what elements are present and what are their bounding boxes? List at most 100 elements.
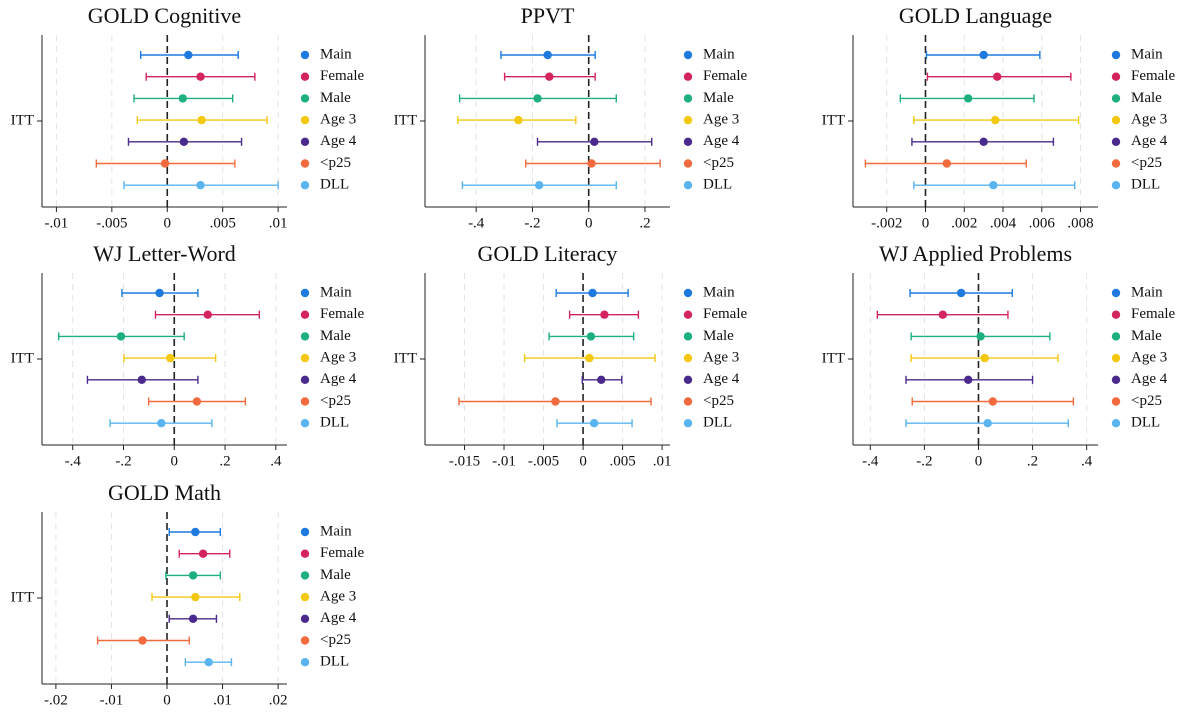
legend-marker <box>300 614 310 623</box>
point <box>586 332 596 341</box>
legend-marker <box>683 159 693 168</box>
legend-marker <box>683 137 693 146</box>
x-tick-label: 0 <box>585 215 593 231</box>
chart-title: WJ Letter-Word <box>93 241 236 266</box>
legend-label: Age 4 <box>1131 133 1168 149</box>
legend-label: <p25 <box>320 632 351 648</box>
y-tick-label: ITT <box>822 350 845 366</box>
point <box>178 94 187 103</box>
point <box>588 288 597 298</box>
x-tick-label: .01 <box>269 215 288 231</box>
legend-marker <box>300 592 310 602</box>
legend-marker <box>300 159 310 168</box>
legend-marker <box>300 50 310 60</box>
legend-marker <box>1111 181 1121 190</box>
legend-marker <box>1111 397 1121 406</box>
legend-marker <box>300 137 310 146</box>
legend-marker <box>683 94 693 103</box>
legend-marker <box>1111 419 1121 428</box>
point <box>155 288 164 298</box>
legend-label: Male <box>320 90 351 106</box>
point <box>587 159 596 168</box>
point <box>980 353 989 363</box>
legend-label: Age 3 <box>703 350 739 366</box>
point <box>983 419 992 428</box>
legend-label: DLL <box>320 177 349 193</box>
x-tick-label: .01 <box>653 453 672 469</box>
x-tick-label: -.2 <box>916 453 932 469</box>
legend-label: Female <box>703 306 747 322</box>
y-tick-label: ITT <box>11 112 34 128</box>
y-tick-label: ITT <box>822 112 845 128</box>
y-tick-label: ITT <box>394 112 417 128</box>
x-tick-label: 0 <box>171 453 179 469</box>
x-tick-label: .2 <box>219 453 230 469</box>
legend-label: Age 3 <box>1131 350 1167 366</box>
point <box>514 115 523 125</box>
legend-label: Main <box>703 284 735 300</box>
legend-label: Age 3 <box>320 350 356 366</box>
x-tick-label: .008 <box>1067 215 1093 231</box>
legend-label: Male <box>1131 328 1162 344</box>
x-tick-label: 0 <box>163 692 171 708</box>
legend-marker <box>300 181 310 190</box>
point <box>963 375 973 384</box>
legend-label: Main <box>1131 284 1163 300</box>
legend-marker <box>300 332 310 341</box>
legend-marker <box>1111 332 1121 341</box>
legend-label: DLL <box>320 654 349 670</box>
point <box>989 181 998 190</box>
legend-marker <box>300 636 310 645</box>
legend-marker <box>300 288 310 298</box>
x-tick-label: .002 <box>951 215 977 231</box>
point <box>543 50 552 60</box>
legend-marker <box>683 419 693 428</box>
legend-marker <box>1111 353 1121 363</box>
chart-title: PPVT <box>521 3 575 28</box>
chart-title: GOLD Cognitive <box>88 3 241 28</box>
point <box>196 181 205 190</box>
legend-marker <box>300 72 310 81</box>
legend-marker <box>300 115 310 125</box>
point <box>188 571 198 580</box>
chart-title: GOLD Language <box>899 3 1052 28</box>
legend-label: Female <box>1131 68 1175 84</box>
legend-label: Male <box>320 328 351 344</box>
legend-label: Age 3 <box>1131 112 1167 128</box>
point <box>988 397 998 406</box>
legend-marker <box>683 115 693 125</box>
x-tick-label: -.005 <box>528 453 559 469</box>
x-tick-label: -.005 <box>96 215 127 231</box>
legend-marker <box>300 527 310 537</box>
legend-marker <box>300 658 310 667</box>
legend-marker <box>1111 72 1121 81</box>
point <box>198 549 208 558</box>
legend-marker <box>683 397 693 406</box>
legend-label: Male <box>1131 90 1162 106</box>
point <box>991 115 1000 125</box>
point <box>137 375 146 384</box>
legend-label: Main <box>703 46 735 62</box>
y-tick-label: ITT <box>394 350 417 366</box>
legend-label: Main <box>1131 46 1163 62</box>
legend-label: <p25 <box>1131 393 1162 409</box>
point <box>600 310 609 319</box>
point <box>533 94 542 103</box>
legend-marker <box>683 310 693 319</box>
legend-label: Main <box>320 46 352 62</box>
point <box>184 50 193 60</box>
legend-label: Age 3 <box>703 112 739 128</box>
legend-marker <box>683 181 693 190</box>
point <box>979 50 988 60</box>
legend-label: Age 4 <box>703 371 740 387</box>
chart-title: GOLD Math <box>108 480 221 505</box>
x-tick-label: .02 <box>269 692 288 708</box>
x-tick-label: 0 <box>922 215 930 231</box>
legend-marker <box>300 94 310 103</box>
point <box>204 658 213 667</box>
x-tick-label: -.02 <box>44 692 68 708</box>
legend-label: <p25 <box>320 393 351 409</box>
x-tick-label: -.015 <box>449 453 480 469</box>
chart-title: WJ Applied Problems <box>879 241 1072 266</box>
